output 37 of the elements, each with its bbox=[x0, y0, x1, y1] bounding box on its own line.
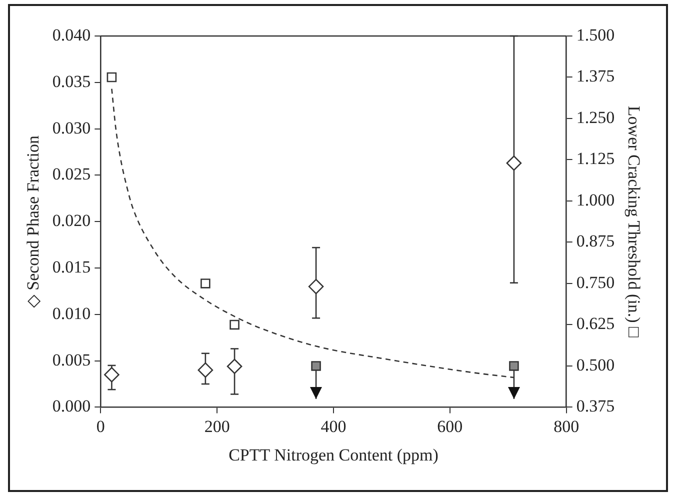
point bbox=[230, 320, 240, 330]
y2-tick-label: 1.375 bbox=[576, 66, 615, 86]
y2-tick-label: 0.625 bbox=[576, 314, 615, 334]
x-tick-label: 400 bbox=[320, 416, 346, 436]
point bbox=[104, 367, 120, 382]
point bbox=[106, 72, 117, 82]
y-tick-label: 0.030 bbox=[52, 118, 91, 138]
y-tick-label: 0.000 bbox=[52, 396, 91, 416]
x-tick-label: 200 bbox=[204, 416, 230, 436]
y2-tick-label: 0.750 bbox=[576, 272, 615, 292]
point bbox=[506, 155, 522, 171]
y-tick-label: 0.005 bbox=[52, 350, 91, 370]
y2-axis-title: Lower Cracking Threshold (in.) □ bbox=[624, 106, 644, 338]
y-tick-label: 0.040 bbox=[52, 25, 91, 44]
y-tick-label: 0.015 bbox=[52, 257, 91, 276]
point bbox=[198, 362, 214, 378]
y-tick-label: 0.020 bbox=[52, 211, 91, 230]
x-tick-label: 0 bbox=[96, 416, 105, 436]
y-tick-label: 0.010 bbox=[52, 304, 91, 323]
y-tick-label: 0.035 bbox=[52, 72, 91, 91]
point bbox=[200, 278, 210, 288]
y-axis-title: ◇ Second Phase Fraction bbox=[24, 135, 43, 308]
y2-tick-label: 0.500 bbox=[576, 355, 615, 374]
y2-tick-label: 1.250 bbox=[576, 108, 615, 127]
y-tick-label: 0.025 bbox=[52, 164, 91, 184]
x-axis-title: CPTT Nitrogen Content (ppm) bbox=[228, 445, 438, 464]
y2-tick-label: 1.500 bbox=[576, 25, 615, 44]
point bbox=[226, 358, 242, 374]
x-tick-label: 800 bbox=[554, 416, 580, 436]
y2-tick-label: 1.125 bbox=[576, 149, 615, 168]
x-tick-label: 600 bbox=[437, 416, 463, 436]
point bbox=[311, 361, 321, 371]
point bbox=[308, 278, 324, 294]
y2-tick-label: 0.375 bbox=[576, 396, 615, 416]
y2-tick-label: 0.875 bbox=[576, 232, 615, 251]
point bbox=[509, 361, 519, 371]
y2-tick-label: 1.000 bbox=[576, 190, 615, 210]
